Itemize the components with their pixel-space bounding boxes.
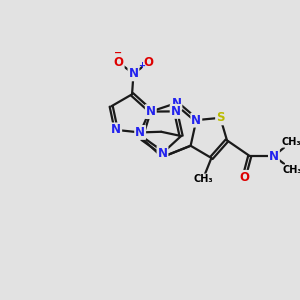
Text: CH₃: CH₃	[193, 174, 213, 184]
Text: N: N	[128, 67, 139, 80]
Text: N: N	[146, 105, 156, 118]
Text: O: O	[239, 171, 249, 184]
Text: O: O	[114, 56, 124, 69]
Text: N: N	[269, 149, 279, 163]
Text: N: N	[135, 126, 145, 139]
Text: N: N	[191, 114, 201, 127]
Text: −: −	[114, 48, 122, 58]
Text: CH₃: CH₃	[281, 137, 300, 147]
Text: N: N	[171, 105, 181, 118]
Text: O: O	[143, 56, 153, 69]
Text: N: N	[158, 147, 167, 160]
Text: +: +	[138, 61, 145, 70]
Text: N: N	[171, 97, 182, 110]
Text: S: S	[216, 111, 225, 124]
Text: CH₃: CH₃	[283, 165, 300, 175]
Text: N: N	[111, 123, 121, 136]
